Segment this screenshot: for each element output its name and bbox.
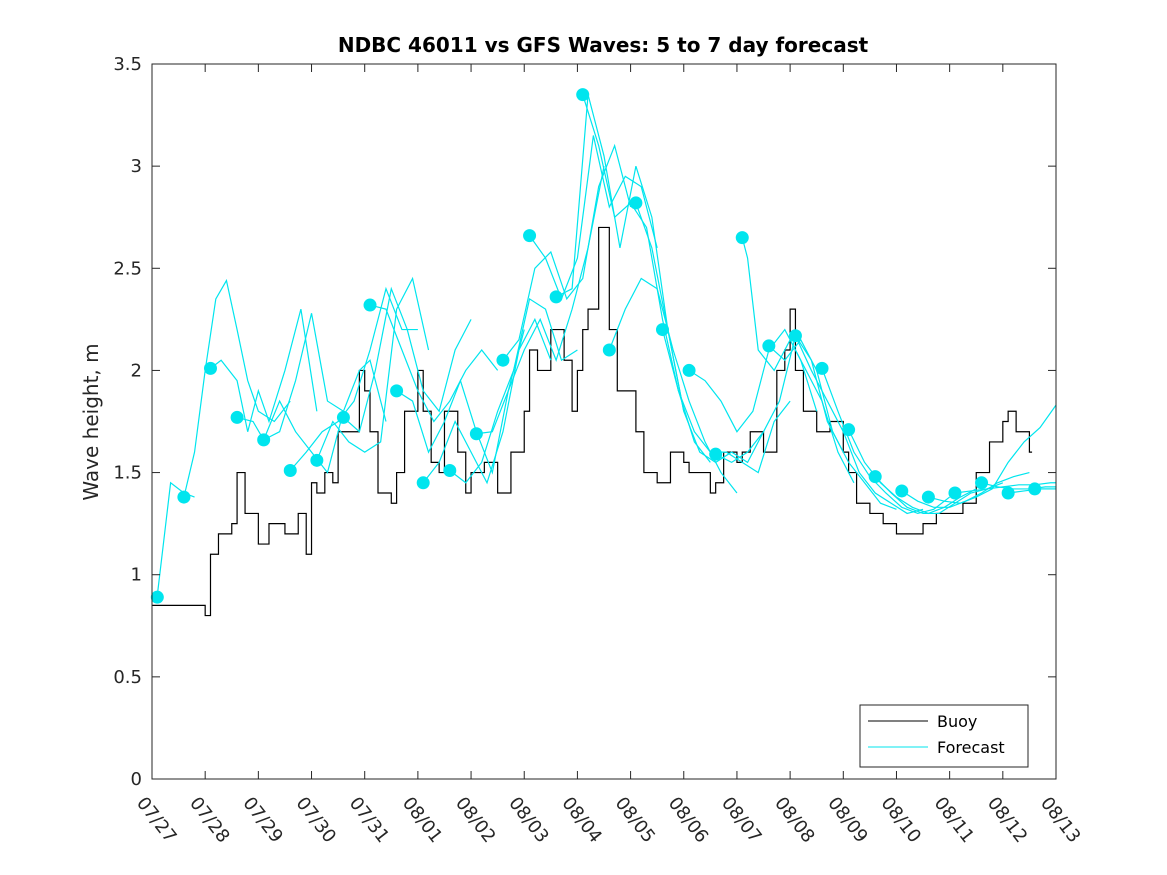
- forecast-start-marker: [257, 433, 271, 447]
- plot-area: [150, 88, 1057, 617]
- x-tick-label: 08/13: [1036, 793, 1084, 847]
- forecast-start-marker: [443, 464, 457, 478]
- x-tick-label: 08/08: [770, 793, 818, 847]
- forecast-line: [343, 286, 472, 433]
- forecast-start-marker: [682, 363, 696, 377]
- forecast-start-marker: [842, 423, 856, 437]
- forecast-line: [369, 304, 499, 423]
- x-tick-label: 08/07: [717, 793, 765, 847]
- forecast-line: [768, 338, 897, 510]
- legend-label-buoy: Buoy: [937, 712, 977, 731]
- buoy-line: [152, 226, 1033, 617]
- forecast-start-marker: [655, 323, 669, 337]
- legend-label-forecast: Forecast: [937, 738, 1005, 757]
- x-tick-label: 07/29: [238, 793, 286, 847]
- forecast-start-marker: [469, 427, 483, 441]
- x-tick-label: 07/27: [132, 793, 180, 847]
- chart-title: NDBC 46011 vs GFS Waves: 5 to 7 day fore…: [338, 33, 869, 57]
- y-tick-label: 2.5: [113, 258, 142, 279]
- y-tick-label: 0.5: [113, 667, 142, 688]
- forecast-start-marker: [549, 290, 563, 304]
- y-axis-label: Wave height, m: [79, 343, 103, 500]
- forecast-start-marker: [815, 361, 829, 375]
- x-tick-label: 08/02: [451, 793, 499, 847]
- legend: Buoy Forecast: [859, 704, 1029, 768]
- forecast-start-marker: [975, 476, 989, 490]
- forecast-start-marker: [762, 339, 776, 353]
- x-tick-label: 07/31: [345, 793, 393, 847]
- legend-box: [859, 704, 1029, 768]
- y-tick-label: 3: [131, 156, 142, 177]
- y-tick-label: 1: [131, 565, 142, 586]
- y-tick-label: 3.5: [113, 54, 142, 75]
- x-tick-label: 08/09: [823, 793, 871, 847]
- forecast-line: [848, 429, 977, 515]
- forecast-line: [794, 335, 924, 515]
- x-tick-label: 08/03: [504, 793, 552, 847]
- y-tick-label: 0: [131, 769, 142, 790]
- x-tick-label: 08/05: [611, 793, 659, 847]
- forecast-start-marker: [230, 410, 244, 424]
- forecast-line: [236, 313, 344, 441]
- x-tick-label: 08/04: [557, 793, 605, 847]
- forecast-start-marker: [390, 384, 404, 398]
- forecast-line: [422, 317, 552, 485]
- forecast-start-marker: [310, 453, 324, 467]
- forecast-start-marker: [868, 470, 882, 484]
- x-tick-label: 08/10: [877, 793, 925, 847]
- forecast-line: [529, 135, 658, 301]
- forecast-line: [183, 278, 291, 498]
- forecast-start-marker: [576, 88, 590, 102]
- x-tick-label: 08/01: [398, 793, 446, 847]
- forecast-start-marker: [735, 231, 749, 245]
- forecast-start-marker: [283, 464, 297, 478]
- forecast-line: [555, 94, 685, 412]
- forecast-start-marker: [948, 486, 962, 500]
- forecast-line: [263, 359, 387, 474]
- x-tick-label: 08/11: [930, 793, 978, 847]
- y-tick-label: 2: [131, 360, 142, 381]
- forecast-start-marker: [336, 410, 350, 424]
- forecast-start-marker: [629, 196, 643, 210]
- x-tick-label: 08/06: [664, 793, 712, 847]
- forecast-line: [502, 143, 632, 361]
- forecast-line: [821, 368, 951, 515]
- forecast-start-marker: [177, 490, 191, 504]
- forecast-line: [476, 166, 605, 435]
- forecast-start-marker: [416, 476, 430, 490]
- forecast-start-marker: [709, 447, 723, 461]
- forecast-line: [928, 404, 1057, 504]
- forecast-start-marker: [1001, 486, 1015, 500]
- forecast-start-marker: [895, 484, 909, 498]
- x-tick-label: 08/12: [983, 793, 1031, 847]
- forecast-line: [396, 329, 525, 475]
- forecast-start-marker: [363, 298, 377, 312]
- forecast-line: [981, 482, 1056, 490]
- forecast-start-marker: [602, 343, 616, 357]
- forecast-start-marker: [150, 590, 164, 604]
- forecast-line: [954, 482, 1056, 494]
- forecast-start-marker: [921, 490, 935, 504]
- forecast-line: [210, 308, 318, 432]
- axes-box: [151, 63, 1057, 780]
- forecast-line: [741, 237, 855, 484]
- forecast-line: [316, 276, 430, 461]
- forecast-line: [874, 476, 1004, 515]
- x-tick-label: 07/28: [185, 793, 233, 847]
- forecast-start-marker: [1028, 482, 1042, 496]
- forecast-line: [661, 329, 791, 474]
- forecast-line: [289, 286, 418, 471]
- forecast-line: [449, 297, 578, 484]
- y-tick-label: 1.5: [113, 463, 142, 484]
- forecast-line: [688, 328, 818, 433]
- forecast-start-marker: [788, 329, 802, 343]
- x-tick-label: 07/30: [292, 793, 340, 847]
- forecast-line: [635, 202, 765, 464]
- forecast-start-marker: [203, 361, 217, 375]
- forecast-start-marker: [523, 229, 537, 243]
- forecast-start-marker: [496, 353, 510, 367]
